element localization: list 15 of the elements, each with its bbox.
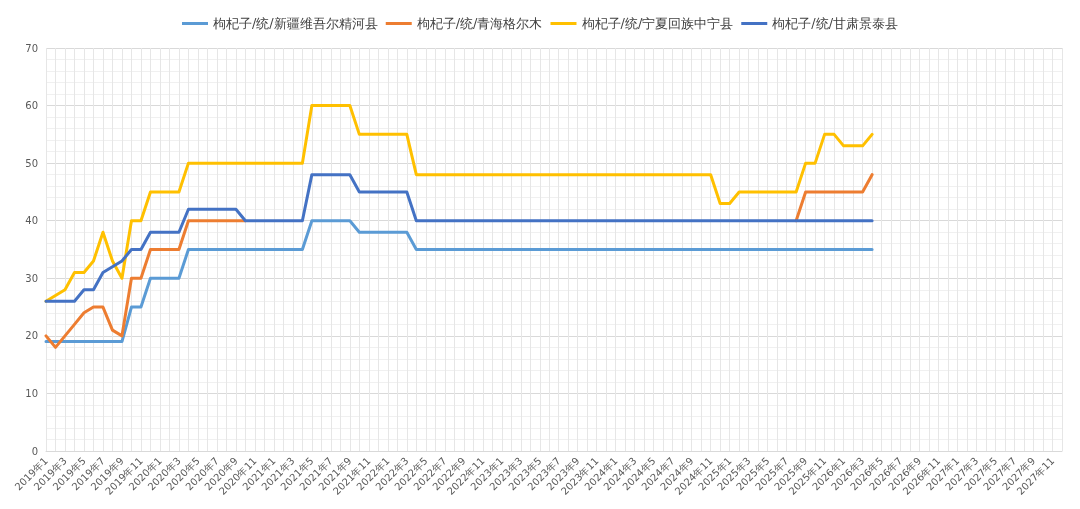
line-series [44,104,874,303]
y-tick-label: 30 [25,272,38,284]
y-tick-label: 50 [25,157,38,169]
legend-label: 枸杞子/统/新疆维吾尔精河县 [212,16,378,31]
y-tick-label: 20 [25,330,38,342]
line-series [44,173,874,303]
y-tick-label: 70 [25,42,38,54]
y-tick-label: 40 [25,215,38,227]
line-series [44,219,874,344]
legend-label: 枸杞子/统/宁夏回族中宁县 [581,16,734,31]
legend-label: 枸杞子/统/青海格尔木 [416,16,543,31]
y-tick-label: 60 [25,100,38,112]
y-tick-label: 10 [25,387,38,399]
y-tick-label: 0 [31,445,38,457]
legend-label: 枸杞子/统/甘肃景泰县 [772,16,899,31]
